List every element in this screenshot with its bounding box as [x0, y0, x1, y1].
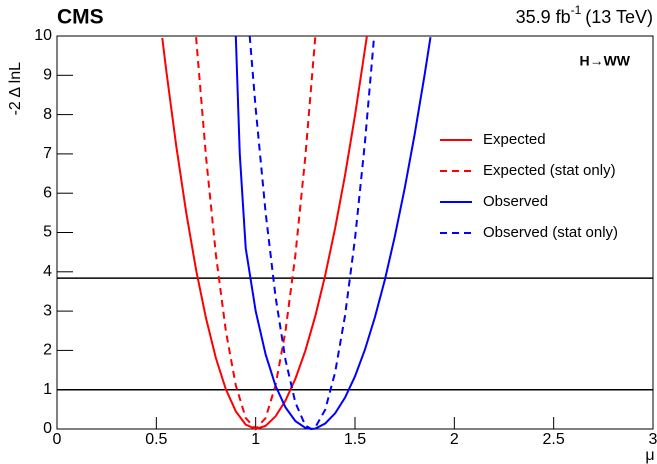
x-tick-label: 1.5 [344, 431, 366, 448]
x-tick-label: 2 [450, 431, 459, 448]
experiment-label: CMS [57, 6, 104, 29]
y-tick-label: 0 [43, 420, 52, 437]
legend-label: Observed (stat only) [483, 224, 618, 241]
y-tick-label: 10 [34, 27, 52, 44]
x-tick-label: 0.5 [145, 431, 167, 448]
legend-label: Expected [483, 131, 546, 148]
legend-label: Expected (stat only) [483, 162, 616, 179]
y-tick-label: 1 [43, 381, 52, 398]
y-axis-label: -2 Δ lnL [7, 62, 24, 115]
energy: (13 TeV) [585, 7, 653, 27]
lumi-sup: -1 [571, 3, 582, 17]
x-tick-label: 1 [251, 431, 260, 448]
curve [161, 35, 368, 431]
curve [248, 35, 375, 431]
lumi-label: 35.9 fb-1 (13 TeV) [516, 3, 653, 27]
x-tick-label: 2.5 [543, 431, 565, 448]
y-tick-label: 7 [43, 145, 52, 162]
y-tick-label: 6 [43, 184, 52, 201]
curve [234, 35, 432, 431]
lumi: 35.9 fb [516, 7, 571, 27]
x-tick-label: 0 [53, 431, 62, 448]
x-axis-label: μ [645, 447, 654, 464]
y-tick-label: 3 [43, 302, 52, 319]
legend-label: Observed [483, 193, 548, 210]
process-label: H→WW [579, 53, 630, 69]
curve [195, 37, 317, 431]
x-tick-label: 3 [649, 431, 657, 448]
y-tick-label: 9 [43, 67, 52, 84]
y-tick-label: 4 [43, 263, 52, 280]
y-tick-label: 5 [43, 224, 52, 241]
y-tick-label: 8 [43, 106, 52, 123]
y-tick-label: 2 [43, 342, 52, 359]
